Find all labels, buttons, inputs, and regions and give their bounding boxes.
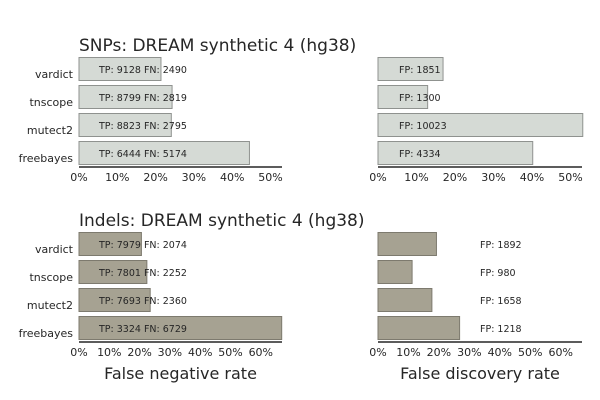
category-label: vardict [35, 68, 74, 81]
bar-annotation: TP: 9128 FN: 2490 [98, 65, 187, 76]
x-tick-label: 10% [105, 171, 129, 184]
bar-annotation: FP: 1300 [399, 93, 441, 104]
bar-annotation: TP: 8799 FN: 2819 [98, 93, 187, 104]
category-label: freebayes [19, 327, 74, 340]
bar-freebayes [78, 316, 283, 340]
category-label: freebayes [19, 152, 74, 165]
x-tick-label: 60% [249, 346, 273, 359]
x-tick-label: 50% [218, 346, 242, 359]
x-tick-label: 0% [369, 346, 386, 359]
bar-annotation: TP: 7801 FN: 2252 [98, 268, 187, 279]
bar-mutect2 [377, 113, 584, 137]
x-tick-label: 20% [427, 346, 451, 359]
x-tick-label: 40% [520, 171, 544, 184]
bar-annotation: FP: 1892 [480, 240, 522, 251]
bar-tnscope [78, 260, 148, 284]
x-tick-label: 30% [481, 171, 505, 184]
bar-annotation: FP: 1218 [480, 324, 522, 335]
x-tick-label: 10% [404, 171, 428, 184]
panel-title: Indels: DREAM synthetic 4 (hg38) [79, 211, 365, 231]
bar-vardict [78, 57, 162, 81]
category-label: tnscope [29, 271, 73, 284]
category-label: mutect2 [27, 124, 73, 137]
bar-vardict [377, 57, 444, 81]
bar-tnscope [78, 85, 173, 109]
bar-mutect2 [78, 113, 172, 137]
x-tick-label: 50% [258, 171, 282, 184]
bar-mutect2 [78, 288, 151, 312]
bar-freebayes [377, 141, 534, 165]
x-tick-label: 0% [369, 171, 386, 184]
bar-annotation: FP: 10023 [399, 121, 447, 132]
x-tick-label: 50% [518, 346, 542, 359]
bar-annotation: TP: 8823 FN: 2795 [98, 121, 187, 132]
x-tick-label: 10% [396, 346, 420, 359]
bar-annotation: TP: 7979 FN: 2074 [98, 240, 187, 251]
bar-annotation: TP: 7693 FN: 2360 [98, 296, 187, 307]
x-tick-label: 10% [97, 346, 121, 359]
bar-vardict [78, 232, 142, 256]
x-tick-label: 50% [558, 171, 582, 184]
bar-annotation: FP: 4334 [399, 149, 441, 160]
category-label: vardict [35, 243, 74, 256]
bar-annotation: FP: 1658 [480, 296, 522, 307]
x-tick-label: 30% [457, 346, 481, 359]
bar-annotation: FP: 1851 [399, 65, 441, 76]
x-tick-label: 0% [70, 171, 87, 184]
bar-annotation: TP: 6444 FN: 5174 [98, 149, 187, 160]
bar-freebayes [377, 316, 461, 340]
category-label: tnscope [29, 96, 73, 109]
bar-vardict [377, 232, 437, 256]
bar-freebayes [78, 141, 250, 165]
bar-annotation: TP: 3324 FN: 6729 [98, 324, 187, 335]
bar-tnscope [377, 85, 429, 109]
x-axis-label: False discovery rate [400, 364, 560, 383]
bar-tnscope [377, 260, 413, 284]
x-tick-label: 0% [70, 346, 87, 359]
x-tick-label: 60% [548, 346, 572, 359]
x-tick-label: 20% [443, 171, 467, 184]
x-tick-label: 40% [220, 171, 244, 184]
category-label: mutect2 [27, 299, 73, 312]
x-tick-label: 40% [188, 346, 212, 359]
panel-title: SNPs: DREAM synthetic 4 (hg38) [79, 36, 356, 56]
x-tick-label: 30% [158, 346, 182, 359]
x-tick-label: 20% [127, 346, 151, 359]
bar-annotation: FP: 980 [480, 268, 516, 279]
x-tick-label: 30% [182, 171, 206, 184]
x-tick-label: 20% [143, 171, 167, 184]
x-axis-label: False negative rate [104, 364, 257, 383]
bar-mutect2 [377, 288, 433, 312]
x-tick-label: 40% [488, 346, 512, 359]
